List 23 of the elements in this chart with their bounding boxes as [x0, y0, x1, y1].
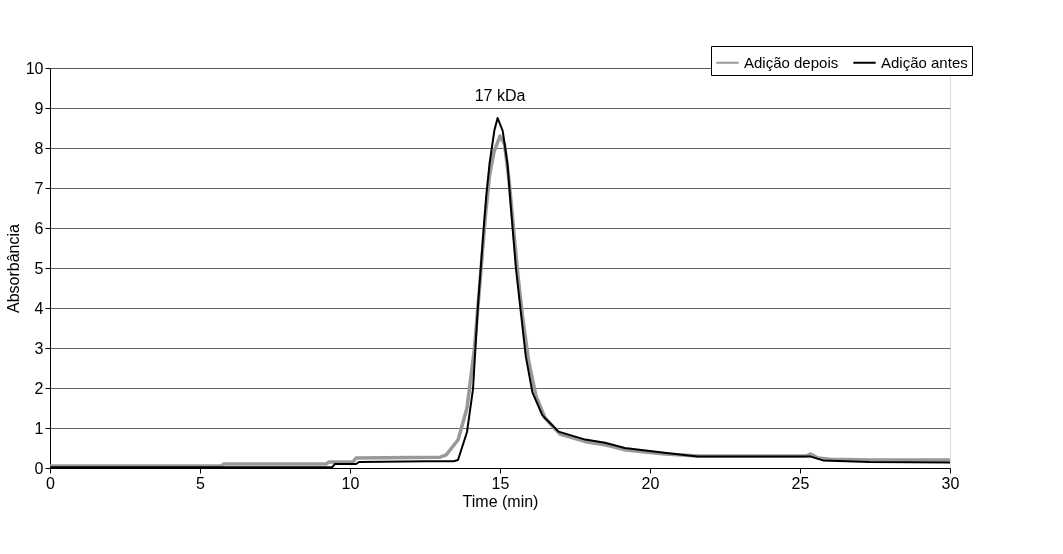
legend-label: Adição depois — [744, 53, 839, 71]
y-tick-label: 9 — [34, 99, 44, 117]
x-tick-label: 0 — [46, 474, 56, 492]
y-tick-label: 0 — [34, 459, 44, 477]
x-tick-label: 25 — [791, 474, 810, 492]
x-tick-label: 30 — [941, 474, 960, 492]
y-tick-label: 3 — [34, 339, 44, 357]
x-axis-title: Time (min) — [462, 492, 539, 510]
annotation: 17 kDa — [474, 87, 526, 104]
y-tick-label: 2 — [34, 379, 44, 397]
y-tick-label: 10 — [25, 59, 44, 77]
x-tick-label: 20 — [641, 474, 660, 492]
legend-label: Adição antes — [881, 53, 968, 71]
y-tick-label: 8 — [34, 139, 44, 157]
y-tick-label: 1 — [34, 419, 44, 437]
y-axis-title: Absorbância — [4, 223, 22, 313]
y-tick-label: 5 — [34, 259, 44, 277]
x-tick-label: 15 — [491, 474, 510, 492]
y-tick-label: 4 — [34, 299, 44, 317]
x-tick-label: 10 — [341, 474, 360, 492]
x-tick-label: 5 — [196, 474, 206, 492]
y-tick-label: 6 — [34, 219, 44, 237]
y-tick-label: 7 — [34, 179, 44, 197]
